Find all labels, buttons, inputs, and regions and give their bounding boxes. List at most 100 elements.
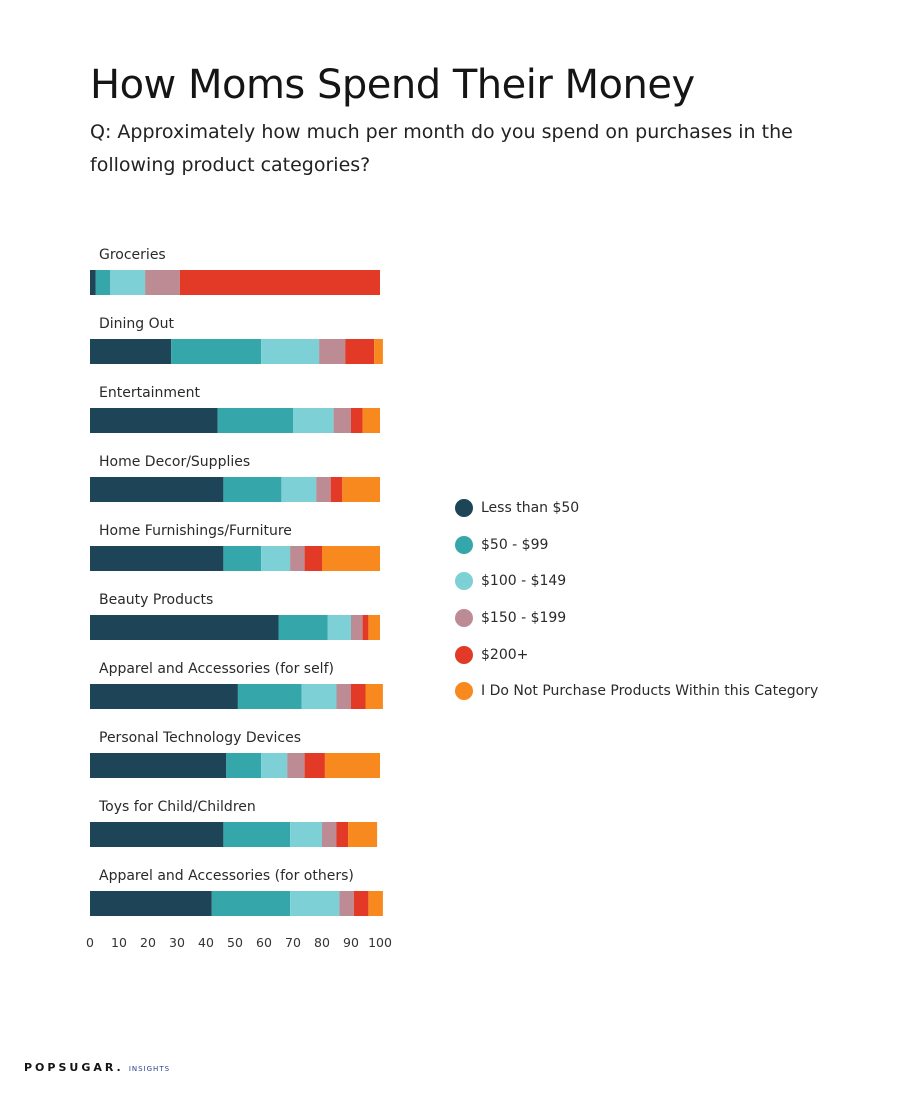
- bar-segment-entertainment-i-do-not-purchase-products-within-this-category: [362, 408, 380, 433]
- bar-segment-toys-for-child-children-100-149: [290, 822, 322, 847]
- legend-swatch-50-99: [455, 535, 473, 554]
- bar-segment-apparel-and-accessories-for-self-50-99: [237, 684, 302, 709]
- brand-logo: POPSUGAR. INSIGHTS: [24, 1056, 170, 1075]
- bar-segment-personal-technology-devices-100-149: [261, 753, 288, 778]
- legend-swatch-i-do-not-purchase-products-within-this-category: [455, 682, 473, 701]
- bar-segment-apparel-and-accessories-for-self-100-149: [301, 684, 337, 709]
- x-tick-label-90: 90: [343, 935, 359, 950]
- bar-segment-beauty-products-less-than-50: [90, 615, 279, 640]
- bar-segment-groceries-150-199: [145, 270, 180, 295]
- bar-segment-groceries-200: [179, 270, 380, 295]
- legend-label-50-99: $50 - $99: [481, 536, 549, 553]
- bar-segment-apparel-and-accessories-for-others-50-99: [211, 891, 291, 916]
- bar-segment-home-decor-supplies-100-149: [281, 477, 317, 502]
- bar-segment-apparel-and-accessories-for-others-150-199: [339, 891, 354, 916]
- category-label-home-decor-supplies: Home Decor/Supplies: [99, 454, 250, 470]
- category-label-home-furnishings-furniture: Home Furnishings/Furniture: [99, 523, 292, 539]
- bar-segment-personal-technology-devices-150-199: [287, 753, 305, 778]
- legend-item-i-do-not-purchase-products-within-this-category: I Do Not Purchase Products Within this C…: [455, 673, 818, 710]
- bar-segment-home-decor-supplies-200: [330, 477, 343, 502]
- category-label-dining-out: Dining Out: [99, 316, 175, 332]
- bar-segment-beauty-products-i-do-not-purchase-products-within-this-category: [368, 615, 380, 640]
- legend-swatch-less-than-50: [455, 499, 473, 518]
- bar-segment-toys-for-child-children-150-199: [322, 822, 337, 847]
- bar-segment-toys-for-child-children-200: [336, 822, 349, 847]
- bar-segment-apparel-and-accessories-for-others-i-do-not-purchase-products-within-this-category: [368, 891, 383, 916]
- bar-segment-home-decor-supplies-150-199: [316, 477, 331, 502]
- bar-segment-home-furnishings-furniture-100-149: [261, 546, 291, 571]
- bar-segment-entertainment-50-99: [217, 408, 293, 433]
- legend-label-100-149: $100 - $149: [481, 573, 567, 590]
- x-tick-label-50: 50: [227, 935, 243, 950]
- bar-segment-dining-out-200: [345, 339, 375, 364]
- bar-segment-home-furnishings-furniture-less-than-50: [90, 546, 224, 571]
- bar-segment-toys-for-child-children-less-than-50: [90, 822, 224, 847]
- bar-segment-beauty-products-100-149: [327, 615, 351, 640]
- bar-segment-home-furnishings-furniture-200: [304, 546, 322, 571]
- legend: Less than $50 $50 - $99 $100 - $149 $150 - …: [455, 490, 818, 710]
- legend-item-150-199: $150 - $199: [455, 600, 818, 637]
- x-tick-label-40: 40: [198, 935, 214, 950]
- x-tick-label-10: 10: [111, 935, 127, 950]
- bar-segment-groceries-100-149: [110, 270, 146, 295]
- category-label-toys-for-child-children: Toys for Child/Children: [98, 799, 256, 815]
- x-tick-label-30: 30: [169, 935, 185, 950]
- stacked-bar-chart: Groceries Dining Out Entertainment Home Dec…: [86, 247, 392, 950]
- x-tick-label-60: 60: [256, 935, 272, 950]
- bar-segment-apparel-and-accessories-for-self-i-do-not-purchase-products-within-this-category: [365, 684, 383, 709]
- chart-title: How Moms Spend Their Money: [90, 62, 695, 108]
- bar-segment-apparel-and-accessories-for-self-less-than-50: [90, 684, 238, 709]
- category-label-apparel-and-accessories-for-self: Apparel and Accessories (for self): [99, 661, 334, 677]
- legend-label-i-do-not-purchase-products-within-this-category: I Do Not Purchase Products Within this C…: [481, 683, 819, 700]
- bar-segment-toys-for-child-children-i-do-not-purchase-products-within-this-category: [348, 822, 378, 847]
- bar-segment-entertainment-200: [351, 408, 363, 433]
- legend-label-200: $200+: [481, 646, 529, 663]
- bar-segment-apparel-and-accessories-for-others-less-than-50: [90, 891, 212, 916]
- bar-segment-apparel-and-accessories-for-self-200: [351, 684, 366, 709]
- bar-segment-dining-out-50-99: [171, 339, 262, 364]
- x-tick-label-80: 80: [314, 935, 330, 950]
- bar-segment-home-furnishings-furniture-50-99: [223, 546, 262, 571]
- bar-segment-beauty-products-50-99: [278, 615, 328, 640]
- legend-swatch-150-199: [455, 609, 473, 628]
- legend-item-less-than-50: Less than $50: [455, 490, 818, 527]
- x-tick-label-0: 0: [86, 935, 94, 950]
- legend-item-50-99: $50 - $99: [455, 527, 818, 564]
- bar-segment-personal-technology-devices-i-do-not-purchase-products-within-this-category: [324, 753, 380, 778]
- category-label-beauty-products: Beauty Products: [99, 592, 213, 608]
- bar-segment-toys-for-child-children-50-99: [223, 822, 291, 847]
- legend-label-less-than-50: Less than $50: [481, 500, 580, 517]
- bar-segment-personal-technology-devices-50-99: [226, 753, 262, 778]
- bar-segment-dining-out-100-149: [261, 339, 320, 364]
- bar-segment-beauty-products-200: [362, 615, 369, 640]
- bar-segment-entertainment-less-than-50: [90, 408, 218, 433]
- bar-segment-home-furnishings-furniture-150-199: [290, 546, 305, 571]
- category-label-personal-technology-devices: Personal Technology Devices: [99, 730, 301, 746]
- bar-segment-groceries-less-than-50: [90, 270, 96, 295]
- bar-segment-apparel-and-accessories-for-others-100-149: [290, 891, 340, 916]
- brand-subtitle: INSIGHTS: [128, 1065, 171, 1073]
- bar-segment-beauty-products-150-199: [351, 615, 363, 640]
- bar-segment-personal-technology-devices-200: [304, 753, 325, 778]
- legend-swatch-100-149: [455, 572, 473, 591]
- bar-segment-home-decor-supplies-i-do-not-purchase-products-within-this-category: [342, 477, 380, 502]
- bar-segment-groceries-50-99: [95, 270, 111, 295]
- bar-segment-apparel-and-accessories-for-self-150-199: [336, 684, 351, 709]
- bar-segment-entertainment-150-199: [333, 408, 351, 433]
- legend-item-100-149: $100 - $149: [455, 563, 818, 600]
- bar-segment-entertainment-100-149: [293, 408, 334, 433]
- x-tick-label-70: 70: [285, 935, 301, 950]
- category-label-apparel-and-accessories-for-others: Apparel and Accessories (for others): [99, 868, 354, 884]
- category-label-groceries: Groceries: [99, 247, 166, 263]
- bar-segment-home-furnishings-furniture-i-do-not-purchase-products-within-this-category: [322, 546, 380, 571]
- bar-segment-dining-out-less-than-50: [90, 339, 172, 364]
- legend-swatch-200: [455, 645, 473, 664]
- legend-item-200: $200+: [455, 636, 818, 673]
- brand-name: POPSUGAR.: [24, 1061, 124, 1074]
- bar-segment-personal-technology-devices-less-than-50: [90, 753, 227, 778]
- legend-label-150-199: $150 - $199: [481, 610, 567, 627]
- chart-subtitle: Q: Approximately how much per month do y…: [90, 121, 793, 176]
- x-tick-label-100: 100: [368, 935, 392, 950]
- category-label-entertainment: Entertainment: [99, 385, 201, 401]
- bar-segment-apparel-and-accessories-for-others-200: [353, 891, 369, 916]
